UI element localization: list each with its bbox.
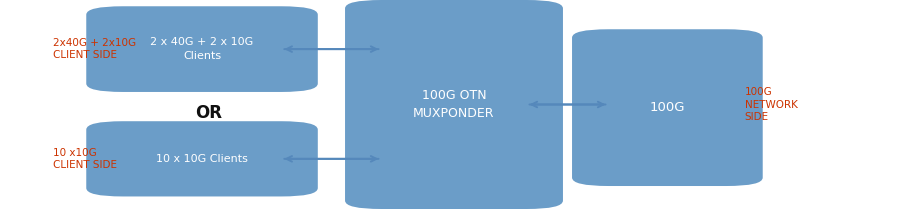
Text: 2 x 40G + 2 x 10G
Clients: 2 x 40G + 2 x 10G Clients bbox=[151, 37, 253, 61]
Text: 100G OTN
MUXPONDER: 100G OTN MUXPONDER bbox=[413, 89, 495, 120]
FancyBboxPatch shape bbox=[86, 6, 318, 92]
Text: 100G
NETWORK
SIDE: 100G NETWORK SIDE bbox=[745, 87, 797, 122]
FancyBboxPatch shape bbox=[345, 0, 563, 209]
Text: 100G: 100G bbox=[649, 101, 686, 114]
Text: 2x40G + 2x10G
CLIENT SIDE: 2x40G + 2x10G CLIENT SIDE bbox=[53, 38, 136, 60]
FancyBboxPatch shape bbox=[86, 121, 318, 196]
Text: 10 x 10G Clients: 10 x 10G Clients bbox=[156, 154, 248, 164]
FancyBboxPatch shape bbox=[572, 29, 763, 186]
Text: 10 x10G
CLIENT SIDE: 10 x10G CLIENT SIDE bbox=[53, 148, 116, 170]
Text: OR: OR bbox=[195, 104, 222, 122]
